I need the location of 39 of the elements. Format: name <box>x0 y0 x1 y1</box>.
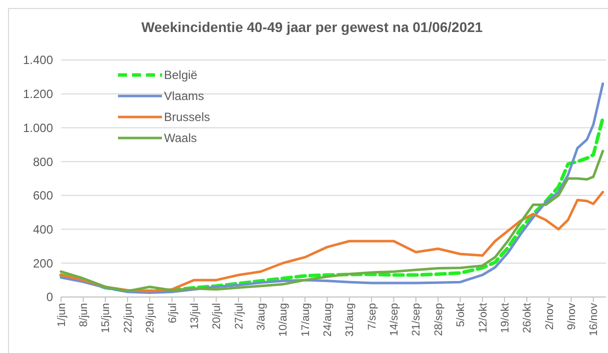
legend-label: België <box>164 68 198 82</box>
x-tick-label: 3/aug <box>255 303 268 331</box>
y-tick-label: 1.400 <box>22 53 54 68</box>
x-tick-label: 5/okt <box>455 303 468 327</box>
legend-label: Brussels <box>164 110 210 124</box>
y-tick-label: 0 <box>46 290 54 304</box>
y-tick-label: 600 <box>32 188 54 203</box>
y-tick-label: 1.000 <box>22 120 54 135</box>
x-tick-label: 20/jul <box>211 303 224 330</box>
chart-title: Weekincidentie 40-49 jaar per gewest na 01/06/2021 <box>141 19 483 35</box>
x-tick-label: 6/jul <box>166 303 179 324</box>
x-tick-label: 17/aug <box>300 303 312 337</box>
x-tick-label: 16/nov <box>588 302 600 336</box>
x-tick-label: 2/nov <box>544 302 556 330</box>
x-tick-label: 9/nov <box>566 302 578 330</box>
x-tick-label: 28/sep <box>432 303 445 336</box>
y-tick-label: 200 <box>32 256 54 270</box>
x-tick-label: 7/sep <box>366 303 378 330</box>
x-tick-label: 27/jul <box>233 303 246 330</box>
x-tick-label: 14/sep <box>388 303 401 336</box>
x-tick-label: 8/jun <box>78 303 90 327</box>
legend-label: Vlaams <box>164 89 204 104</box>
x-tick-label: 15/jun <box>100 303 112 333</box>
x-tick-label: 31/aug <box>344 303 356 337</box>
x-tick-label: 29/jun <box>144 303 157 333</box>
x-tick-label: 13/jul <box>188 303 201 330</box>
y-tick-label: 800 <box>32 154 54 169</box>
x-tick-label: 21/sep <box>410 303 423 336</box>
x-tick-label: 24/aug <box>322 303 334 337</box>
legend-label: Waals <box>164 131 197 146</box>
x-tick-label: 12/okt <box>477 303 490 333</box>
y-tick-label: 400 <box>32 222 54 236</box>
x-tick-label: 19/okt <box>499 303 512 333</box>
x-tick-label: 22/jun <box>122 303 134 333</box>
x-tick-label: 10/aug <box>278 303 290 337</box>
y-tick-label: 1.200 <box>22 87 54 102</box>
x-tick-label: 26/okt <box>522 303 534 333</box>
line-series <box>60 150 604 292</box>
x-tick-label: 1/jun <box>56 303 68 327</box>
